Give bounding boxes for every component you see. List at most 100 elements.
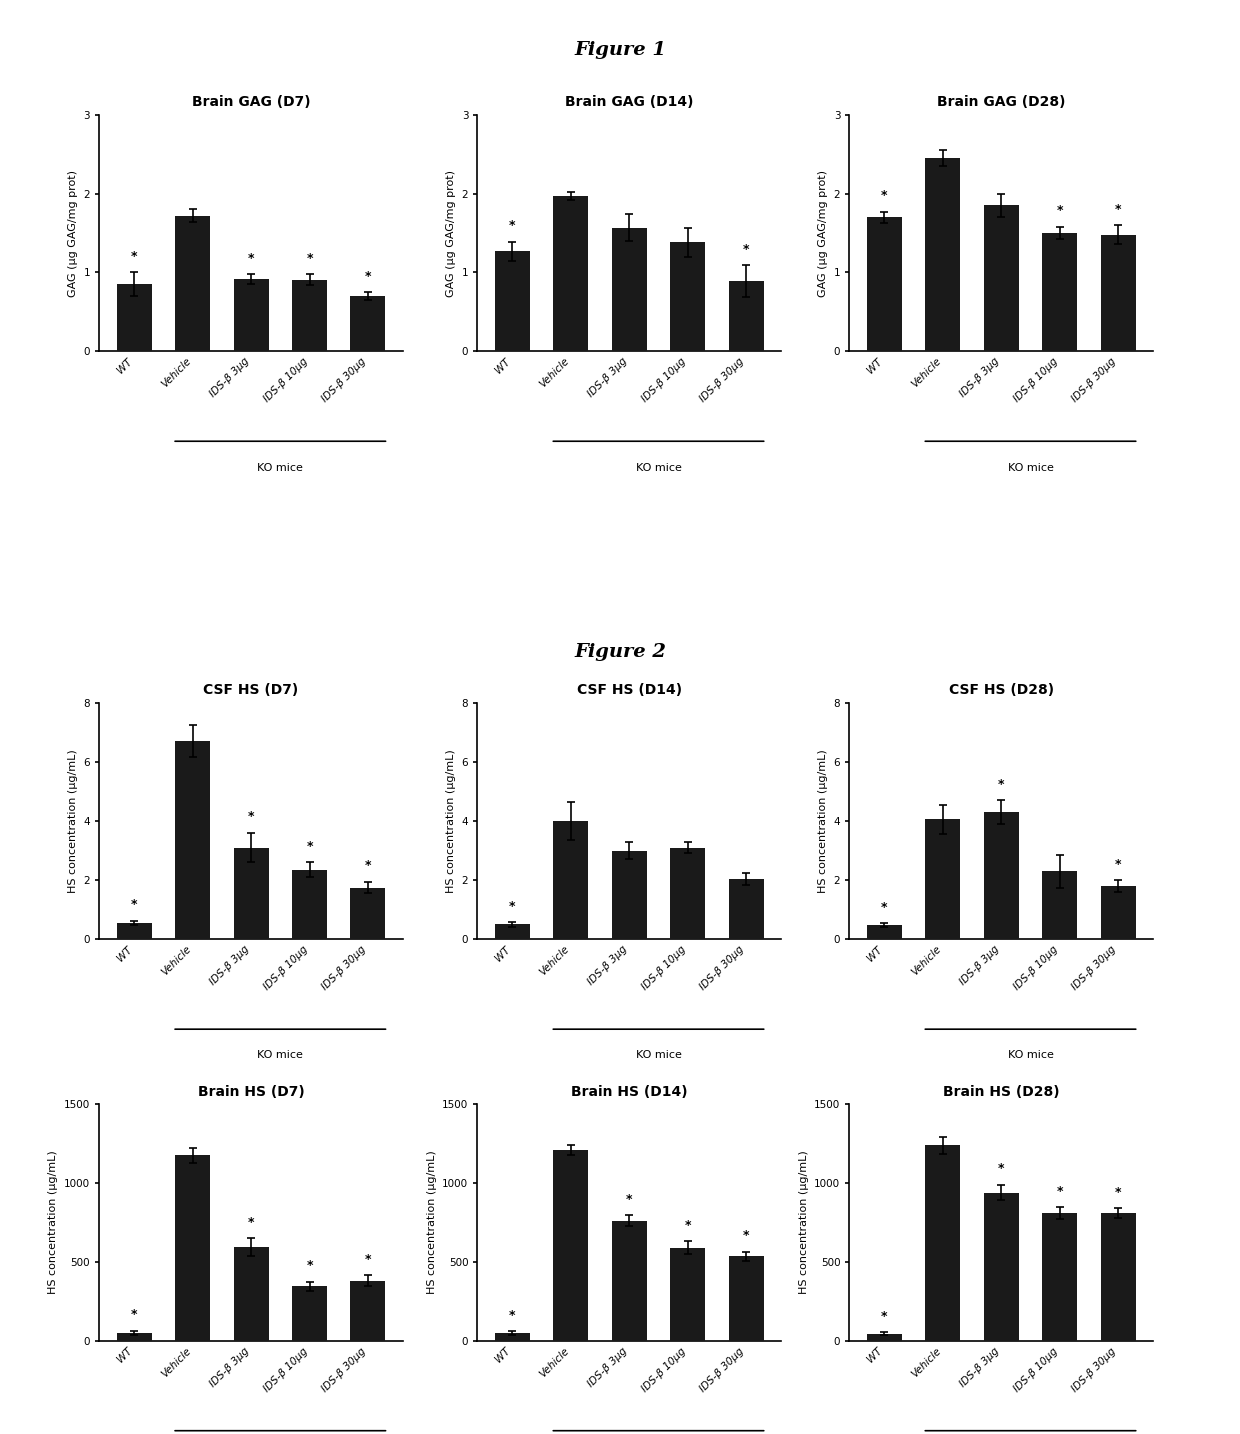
Text: *: *: [626, 1193, 632, 1206]
Bar: [611, 850, 647, 939]
Bar: [729, 1256, 764, 1341]
Bar: [175, 1156, 211, 1341]
Bar: [233, 278, 269, 351]
Text: *: *: [743, 1229, 749, 1242]
Bar: [867, 217, 901, 351]
Y-axis label: HS concentration (μg/mL): HS concentration (μg/mL): [48, 1150, 58, 1295]
Bar: [925, 1146, 961, 1341]
Text: *: *: [510, 901, 516, 913]
Bar: [1042, 234, 1078, 351]
Text: *: *: [882, 1309, 888, 1322]
Bar: [175, 215, 211, 351]
Bar: [117, 923, 151, 939]
Y-axis label: GAG (μg GAG/mg prot): GAG (μg GAG/mg prot): [818, 169, 828, 297]
Bar: [175, 741, 211, 939]
Title: CSF HS (D28): CSF HS (D28): [949, 684, 1054, 697]
Bar: [611, 1220, 647, 1341]
Text: *: *: [1056, 204, 1063, 217]
Text: *: *: [248, 1216, 254, 1229]
Text: *: *: [998, 1162, 1004, 1176]
Title: Brain GAG (D7): Brain GAG (D7): [192, 96, 310, 109]
Text: KO mice: KO mice: [1008, 463, 1054, 473]
Bar: [495, 251, 529, 351]
Bar: [291, 870, 327, 939]
Text: *: *: [306, 1259, 312, 1272]
Text: *: *: [1115, 202, 1121, 215]
Bar: [351, 1281, 386, 1341]
Bar: [495, 925, 529, 939]
Title: CSF HS (D7): CSF HS (D7): [203, 684, 299, 697]
Text: *: *: [131, 1308, 138, 1321]
Y-axis label: HS concentration (μg/mL): HS concentration (μg/mL): [446, 749, 456, 893]
Bar: [670, 1248, 706, 1341]
Bar: [1101, 886, 1136, 939]
Text: *: *: [248, 251, 254, 264]
Text: *: *: [743, 242, 749, 255]
Bar: [925, 819, 961, 939]
Bar: [611, 228, 647, 351]
Bar: [117, 1334, 151, 1341]
Text: *: *: [1115, 1186, 1121, 1199]
Text: KO mice: KO mice: [636, 1051, 682, 1061]
Bar: [291, 280, 327, 351]
Bar: [117, 284, 151, 351]
Y-axis label: HS concentration (μg/mL): HS concentration (μg/mL): [818, 749, 828, 893]
Text: *: *: [882, 189, 888, 202]
Text: *: *: [1056, 1184, 1063, 1197]
Title: Brain HS (D7): Brain HS (D7): [197, 1086, 305, 1098]
Bar: [553, 196, 589, 351]
Bar: [553, 820, 589, 939]
Title: CSF HS (D14): CSF HS (D14): [577, 684, 682, 697]
Bar: [670, 847, 706, 939]
Bar: [553, 1150, 589, 1341]
Bar: [1101, 235, 1136, 351]
Bar: [351, 888, 386, 939]
Text: *: *: [998, 777, 1004, 790]
Y-axis label: GAG (μg GAG/mg prot): GAG (μg GAG/mg prot): [446, 169, 456, 297]
Bar: [670, 242, 706, 351]
Y-axis label: HS concentration (μg/mL): HS concentration (μg/mL): [799, 1150, 808, 1295]
Bar: [729, 879, 764, 939]
Bar: [867, 925, 901, 939]
Title: Brain HS (D28): Brain HS (D28): [942, 1086, 1060, 1098]
Text: *: *: [510, 1309, 516, 1322]
Y-axis label: HS concentration (μg/mL): HS concentration (μg/mL): [427, 1150, 436, 1295]
Bar: [233, 1248, 269, 1341]
Y-axis label: HS concentration (μg/mL): HS concentration (μg/mL): [68, 749, 78, 893]
Text: *: *: [1115, 858, 1121, 870]
Text: *: *: [365, 1253, 371, 1266]
Bar: [1101, 1213, 1136, 1341]
Bar: [983, 812, 1019, 939]
Text: KO mice: KO mice: [636, 463, 682, 473]
Text: Figure 1: Figure 1: [574, 42, 666, 59]
Text: *: *: [306, 840, 312, 853]
Text: KO mice: KO mice: [258, 1051, 304, 1061]
Text: KO mice: KO mice: [1008, 1051, 1054, 1061]
Text: *: *: [882, 901, 888, 913]
Text: KO mice: KO mice: [258, 463, 304, 473]
Text: *: *: [131, 898, 138, 911]
Text: *: *: [365, 270, 371, 282]
Text: *: *: [510, 219, 516, 232]
Bar: [351, 295, 386, 351]
Y-axis label: GAG (μg GAG/mg prot): GAG (μg GAG/mg prot): [68, 169, 78, 297]
Bar: [1042, 1213, 1078, 1341]
Bar: [1042, 872, 1078, 939]
Text: Figure 2: Figure 2: [574, 644, 666, 661]
Text: *: *: [306, 251, 312, 264]
Text: *: *: [131, 250, 138, 262]
Bar: [983, 205, 1019, 351]
Bar: [729, 281, 764, 351]
Text: *: *: [248, 810, 254, 823]
Bar: [291, 1286, 327, 1341]
Bar: [233, 847, 269, 939]
Bar: [867, 1334, 901, 1341]
Bar: [983, 1193, 1019, 1341]
Text: *: *: [684, 1219, 691, 1232]
Text: *: *: [365, 859, 371, 872]
Bar: [495, 1334, 529, 1341]
Bar: [925, 158, 961, 351]
Title: Brain HS (D14): Brain HS (D14): [570, 1086, 688, 1098]
Title: Brain GAG (D14): Brain GAG (D14): [565, 96, 693, 109]
Title: Brain GAG (D28): Brain GAG (D28): [937, 96, 1065, 109]
